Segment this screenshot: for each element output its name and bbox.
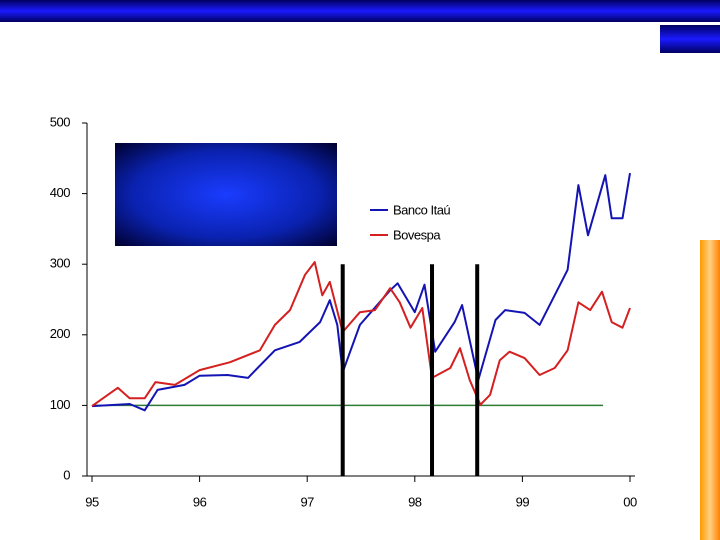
y-tick-label: 100 (50, 397, 70, 412)
logo-box (115, 143, 337, 246)
x-tick-label: 97 (300, 494, 314, 509)
side-bar (700, 240, 720, 540)
y-tick-label: 0 (63, 467, 70, 482)
y-tick-label: 200 (50, 326, 70, 341)
y-tick-label: 300 (50, 256, 70, 271)
x-tick-label: 00 (623, 494, 637, 509)
legend-label: Bovespa (393, 227, 441, 242)
series-line (91, 261, 631, 407)
legend-label: Banco Itaú (393, 202, 450, 217)
corner-block (660, 25, 720, 53)
top-banner (0, 0, 720, 22)
x-tick-label: 98 (408, 494, 422, 509)
y-tick-label: 500 (50, 114, 70, 129)
series-line (91, 172, 631, 412)
plot: 0 100 200 300 400 500 95 96 97 98 99 00 Banco Itaú Bo… (50, 114, 638, 509)
x-tick-label: 96 (193, 494, 207, 509)
y-tick-label: 400 (50, 185, 70, 200)
x-tick-label: 99 (516, 494, 530, 509)
x-tick-label: 95 (85, 494, 99, 509)
